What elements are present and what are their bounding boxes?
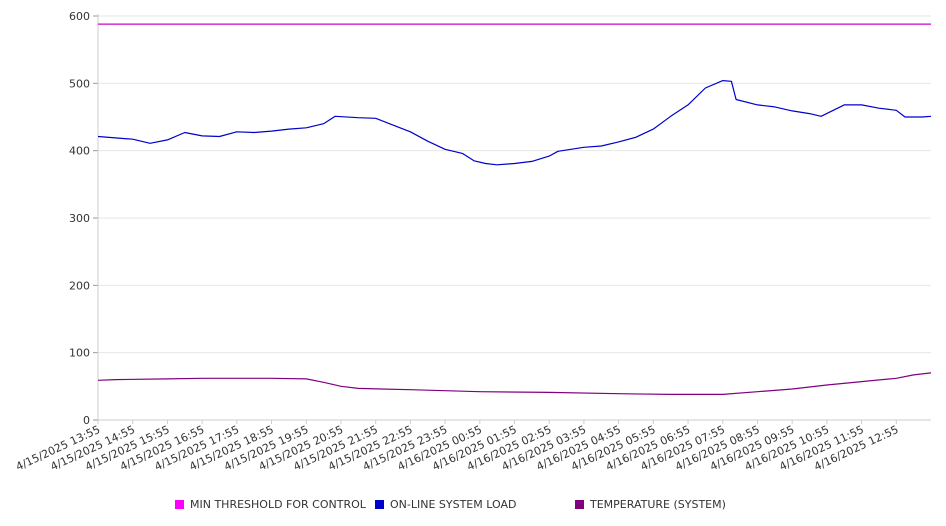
legend: MIN THRESHOLD FOR CONTROL ON-LINE SYSTEM… — [0, 498, 946, 514]
legend-label-system-load: ON-LINE SYSTEM LOAD — [390, 498, 517, 511]
y-tick-label: 200 — [69, 279, 90, 292]
y-tick-label: 600 — [69, 10, 90, 23]
legend-swatch-threshold — [175, 500, 184, 509]
legend-swatch-system-load — [375, 500, 384, 509]
legend-item-system-load[interactable]: ON-LINE SYSTEM LOAD — [375, 498, 516, 511]
y-tick-label: 500 — [69, 77, 90, 90]
grid-lines — [98, 15, 931, 421]
y-tick-label: 300 — [69, 212, 90, 225]
series-lines — [97, 23, 932, 395]
y-tick-label: 0 — [83, 414, 90, 427]
y-tick-label: 400 — [69, 145, 90, 158]
axes — [93, 14, 931, 424]
legend-item-temperature[interactable]: TEMPERATURE (SYSTEM) — [575, 498, 726, 511]
legend-swatch-temperature — [575, 500, 584, 509]
y-tick-label: 100 — [69, 347, 90, 360]
y-tick-labels: 0 100 200 300 400 500 600 — [69, 10, 90, 427]
legend-label-temperature: TEMPERATURE (SYSTEM) — [590, 498, 726, 511]
legend-item-threshold[interactable]: MIN THRESHOLD FOR CONTROL — [175, 498, 366, 511]
series-line-system-load — [97, 80, 932, 166]
x-tick-labels: 4/15/2025 13:554/15/2025 14:554/15/2025 … — [14, 423, 901, 473]
series-line-temperature — [97, 372, 932, 395]
legend-label-threshold: MIN THRESHOLD FOR CONTROL — [190, 498, 366, 511]
